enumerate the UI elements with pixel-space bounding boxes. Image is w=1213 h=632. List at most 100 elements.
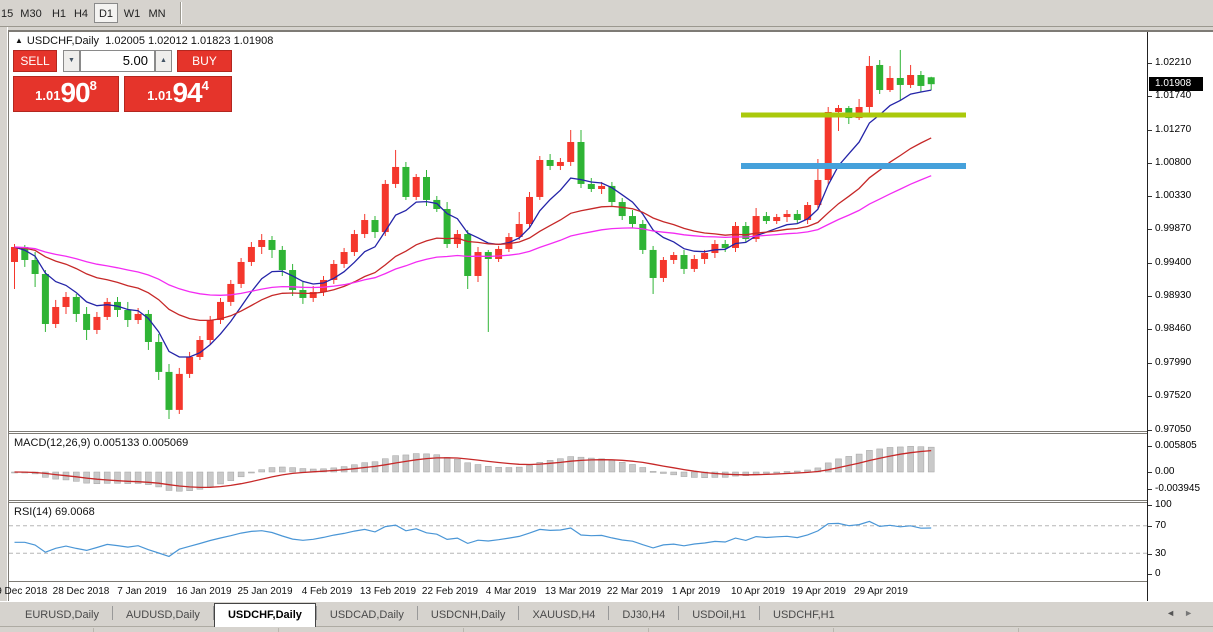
candlestick-chart: [11, 49, 966, 419]
rsi-axis-label: 30: [1155, 548, 1167, 559]
date-axis-label: 13 Mar 2019: [544, 586, 602, 597]
date-axis-label: 22 Mar 2019: [606, 586, 664, 597]
volume-increase-button[interactable]: ▲: [155, 50, 172, 72]
date-axis-label: 16 Jan 2019: [176, 586, 232, 597]
axis-tick: [1148, 574, 1152, 575]
chart-window: ▲ USDCHF,Daily 1.02005 1.02012 1.01823 1.…: [0, 30, 1213, 603]
window-left-border: [0, 27, 8, 632]
tab-separator: [678, 605, 680, 620]
sell-button[interactable]: SELL: [13, 50, 57, 72]
rsi-axis-label: 70: [1155, 520, 1167, 531]
scrollbar-mark: [833, 628, 834, 632]
sell-price-main: 90: [60, 77, 90, 108]
axis-tick: [1148, 162, 1152, 164]
macd-pane: MACD(12,26,9) 0.005133 0.005069: [9, 434, 1147, 500]
price-axis-label: 1.02210: [1155, 56, 1192, 68]
scrollbar-mark: [93, 628, 94, 632]
tab-usdchf-h1[interactable]: USDCHF,H1: [773, 609, 835, 621]
symbol-tab-bar: ◄ ► EURUSD,Daily AUDUSD,Daily USDCHF,Daily…: [0, 601, 1213, 627]
date-axis-label: 13 Feb 2019: [359, 586, 417, 597]
axis-tick: [1148, 229, 1152, 231]
horizontal-scrollbar[interactable]: [0, 626, 1213, 632]
timeframe-h4[interactable]: H4: [73, 8, 89, 20]
date-axis-label: 4 Feb 2019: [301, 586, 353, 597]
axis-tick: [1148, 554, 1152, 555]
buy-button[interactable]: BUY: [177, 50, 232, 72]
tab-usdcnh-daily[interactable]: USDCNH,Daily: [430, 609, 506, 621]
price-axis-label: 0.98930: [1155, 289, 1192, 301]
tab-dj30-h4[interactable]: DJ30,H4: [622, 609, 666, 621]
axis-tick: [1148, 396, 1152, 398]
macd-axis-label: 0.005805: [1155, 440, 1197, 451]
moving-averages-layer: [14, 89, 932, 358]
current-price-tag: 1.01908: [1149, 77, 1203, 91]
trendlines-layer: [741, 112, 966, 169]
axis-tick: [1148, 489, 1152, 490]
timeframe-d1[interactable]: D1: [94, 3, 118, 23]
tab-usdchf-daily[interactable]: USDCHF,Daily: [213, 603, 316, 627]
axis-tick: [1148, 429, 1152, 431]
date-axis-label: 25 Jan 2019: [237, 586, 293, 597]
price-pane: ▲ USDCHF,Daily 1.02005 1.02012 1.01823 1.…: [9, 32, 1147, 431]
tab-eurusd-daily[interactable]: EURUSD,Daily: [25, 609, 99, 621]
pane-splitter[interactable]: [9, 500, 1147, 503]
rsi-label: RSI(14) 69.0068: [14, 506, 95, 518]
tab-audusd-daily[interactable]: AUDUSD,Daily: [125, 609, 200, 621]
scrollbar-mark: [463, 628, 464, 632]
price-axis-label: 0.97050: [1155, 423, 1192, 435]
axis-tick: [1148, 526, 1152, 527]
buy-price-button[interactable]: 1.01944: [124, 76, 232, 112]
price-axis-label: 0.99400: [1155, 256, 1192, 268]
rsi-axis-label: 100: [1155, 499, 1172, 510]
macd-axis-label: 0.00: [1155, 466, 1175, 477]
date-axis-label: 1 Apr 2019: [671, 586, 721, 597]
axis-tick: [1148, 129, 1152, 131]
timeframe-m30[interactable]: M30: [20, 8, 42, 20]
symbol-title: USDCHF,Daily: [26, 35, 100, 47]
pane-splitter[interactable]: [9, 431, 1147, 434]
date-axis-label: 22 Feb 2019: [421, 586, 479, 597]
tab-usdoil-h1[interactable]: USDOil,H1: [692, 609, 746, 621]
price-axis-label: 1.01270: [1155, 123, 1192, 135]
timeframe-h1[interactable]: H1: [51, 8, 67, 20]
date-axis-label: 10 Apr 2019: [731, 586, 785, 597]
tab-xauusd-h4[interactable]: XAUUSD,H4: [532, 609, 596, 621]
timeframe-mn[interactable]: MN: [148, 8, 166, 20]
price-axis-label: 1.00330: [1155, 190, 1192, 202]
ohlc-values: 1.02005 1.02012 1.01823 1.01908: [105, 35, 274, 47]
timeframe-w1[interactable]: W1: [123, 8, 141, 20]
axis-tick: [1148, 329, 1152, 331]
macd-axis-label: -0.003945: [1155, 483, 1201, 494]
volume-decrease-button[interactable]: ▼: [63, 50, 80, 72]
date-axis-label: 29 Apr 2019: [854, 586, 908, 597]
rsi-line: [14, 520, 932, 558]
timeframe-15[interactable]: 15: [1, 8, 14, 20]
axis-tick: [1148, 262, 1152, 264]
tab-separator: [416, 605, 418, 620]
price-axis-label: 1.00800: [1155, 156, 1192, 168]
date-axis-label: 19 Apr 2019: [792, 586, 846, 597]
date-axis-label: 4 Mar 2019: [485, 586, 537, 597]
tab-usdcad-daily[interactable]: USDCAD,Daily: [329, 609, 404, 621]
tabs-scroll-right-icon[interactable]: ►: [1184, 608, 1193, 618]
tabs-scroll-left-icon[interactable]: ◄: [1166, 608, 1175, 618]
sell-price-prefix: 1.01: [35, 88, 61, 103]
volume-input[interactable]: 5.00: [80, 50, 155, 72]
axis-tick: [1148, 196, 1152, 198]
axis-tick: [1148, 295, 1152, 297]
collapse-triangle-icon[interactable]: ▲: [15, 36, 23, 45]
price-axis-label: 0.97990: [1155, 356, 1192, 368]
macd-histogram: [11, 446, 935, 492]
date-axis: 19 Dec 2018 28 Dec 2018 7 Jan 2019 16 Jan 2…: [0, 581, 1147, 603]
date-axis-label: 28 Dec 2018: [52, 586, 110, 597]
tab-separator: [315, 605, 317, 620]
tab-separator: [518, 605, 520, 620]
sell-price-pip: 8: [89, 78, 97, 93]
price-axis-label: 0.99870: [1155, 223, 1192, 235]
sell-price-button[interactable]: 1.01908: [13, 76, 119, 112]
axis-tick: [1148, 96, 1152, 98]
candles-layer: [11, 49, 935, 419]
date-axis-label: 7 Jan 2019: [117, 586, 167, 597]
rsi-axis-label: 0: [1155, 568, 1161, 579]
